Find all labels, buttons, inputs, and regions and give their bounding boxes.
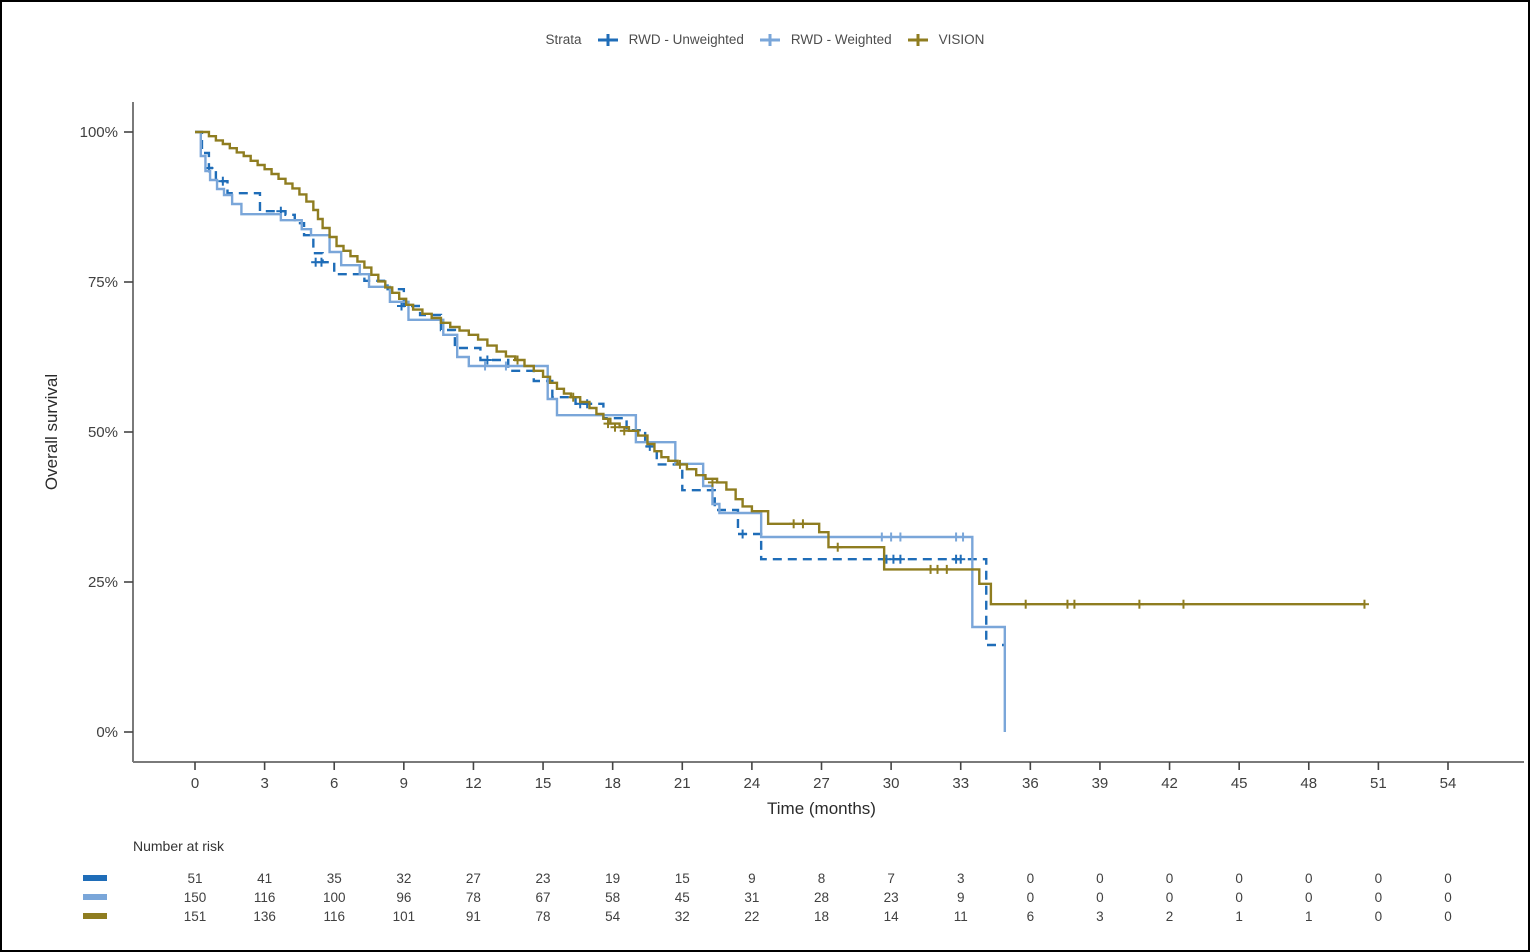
- x-tick-label: 24: [744, 775, 761, 792]
- risk-count: 9: [748, 871, 756, 886]
- risk-count: 23: [884, 890, 899, 905]
- risk-count: 0: [1375, 890, 1383, 905]
- risk-count: 0: [1027, 890, 1035, 905]
- y-tick-label: 0%: [96, 724, 118, 741]
- risk-count: 23: [536, 871, 551, 886]
- risk-count: 32: [396, 871, 411, 886]
- risk-count: 0: [1444, 909, 1452, 924]
- risk-count: 0: [1166, 890, 1174, 905]
- risk-count: 28: [814, 890, 829, 905]
- x-tick-label: 3: [260, 775, 268, 792]
- x-tick-label: 12: [465, 775, 482, 792]
- y-tick-label: 100%: [80, 124, 118, 141]
- risk-count: 1: [1235, 909, 1243, 924]
- risk-count: 19: [605, 871, 620, 886]
- risk-count: 27: [466, 871, 481, 886]
- x-tick-label: 27: [813, 775, 830, 792]
- y-axis-title: Overall survival: [42, 374, 61, 490]
- risk-count: 0: [1305, 871, 1313, 886]
- survival-curve-rwd-weighted: [195, 130, 1007, 732]
- risk-count: 0: [1096, 890, 1104, 905]
- risk-count: 116: [323, 909, 345, 924]
- x-tick-label: 18: [604, 775, 621, 792]
- y-tick-label: 75%: [88, 274, 118, 291]
- risk-count: 101: [393, 909, 416, 924]
- risk-count: 54: [605, 909, 621, 924]
- x-tick-label: 15: [535, 775, 552, 792]
- legend-item-rwd-unweighted: RWD - Unweighted: [596, 32, 744, 47]
- x-axis-title: Time (months): [767, 799, 876, 818]
- risk-count: 6: [1027, 909, 1035, 924]
- risk-count: 3: [957, 871, 965, 886]
- x-tick-label: 48: [1300, 775, 1317, 792]
- risk-count: 0: [1375, 909, 1383, 924]
- x-tick-label: 9: [400, 775, 408, 792]
- legend-title: Strata: [545, 32, 582, 47]
- risk-count: 2: [1166, 909, 1174, 924]
- x-tick-label: 42: [1161, 775, 1178, 792]
- y-tick-label: 50%: [88, 424, 118, 441]
- x-tick-label: 36: [1022, 775, 1039, 792]
- risk-count: 0: [1027, 871, 1035, 886]
- x-tick-label: 21: [674, 775, 691, 792]
- risk-count: 35: [327, 871, 342, 886]
- plus-key-icon: [907, 33, 928, 46]
- x-tick-label: 54: [1440, 775, 1457, 792]
- legend-item-label: RWD - Weighted: [790, 32, 892, 47]
- number-at-risk-title: Number at risk: [133, 838, 225, 854]
- risk-count: 3: [1096, 909, 1104, 924]
- risk-count: 8: [818, 871, 826, 886]
- risk-count: 11: [954, 909, 968, 924]
- risk-count: 136: [253, 909, 276, 924]
- risk-count: 31: [744, 890, 759, 905]
- risk-count: 51: [187, 871, 202, 886]
- risk-count: 78: [466, 890, 481, 905]
- risk-count: 0: [1096, 871, 1104, 886]
- risk-count: 0: [1235, 890, 1243, 905]
- y-tick-label: 25%: [88, 574, 118, 591]
- x-tick-label: 0: [191, 775, 199, 792]
- legend-item-label: RWD - Unweighted: [628, 32, 744, 47]
- risk-count: 150: [184, 890, 207, 905]
- risk-count: 58: [605, 890, 620, 905]
- risk-count: 18: [814, 909, 829, 924]
- risk-count: 22: [744, 909, 759, 924]
- risk-count: 100: [323, 890, 346, 905]
- legend-item-label: VISION: [938, 32, 985, 47]
- risk-count: 1: [1305, 909, 1313, 924]
- risk-count: 15: [675, 871, 690, 886]
- risk-count: 0: [1166, 871, 1174, 886]
- risk-count: 14: [884, 909, 900, 924]
- legend-item-vision: VISION: [906, 32, 985, 47]
- plus-key-icon: [597, 33, 618, 46]
- risk-count: 96: [396, 890, 411, 905]
- x-tick-label: 30: [883, 775, 900, 792]
- risk-count: 7: [887, 871, 895, 886]
- risk-count: 0: [1444, 890, 1452, 905]
- risk-count: 151: [184, 909, 207, 924]
- risk-count: 45: [675, 890, 690, 905]
- risk-count: 91: [466, 909, 481, 924]
- risk-count: 116: [254, 890, 276, 905]
- x-tick-label: 51: [1370, 775, 1387, 792]
- plus-key-icon: [759, 33, 780, 46]
- x-tick-label: 6: [330, 775, 338, 792]
- risk-count: 78: [536, 909, 551, 924]
- risk-count: 0: [1305, 890, 1313, 905]
- risk-count: 0: [1375, 871, 1383, 886]
- risk-count: 32: [675, 909, 690, 924]
- x-tick-label: 45: [1231, 775, 1248, 792]
- survival-curve-vision: [195, 130, 1365, 606]
- risk-count: 0: [1235, 871, 1243, 886]
- legend: Strata RWD - Unweighted RWD - Weighted V…: [2, 32, 1528, 47]
- risk-count: 0: [1444, 871, 1452, 886]
- risk-count: 67: [536, 890, 551, 905]
- risk-count: 9: [957, 890, 965, 905]
- risk-count: 41: [257, 871, 272, 886]
- x-tick-label: 33: [952, 775, 969, 792]
- x-tick-label: 39: [1092, 775, 1109, 792]
- legend-item-rwd-weighted: RWD - Weighted: [758, 32, 892, 47]
